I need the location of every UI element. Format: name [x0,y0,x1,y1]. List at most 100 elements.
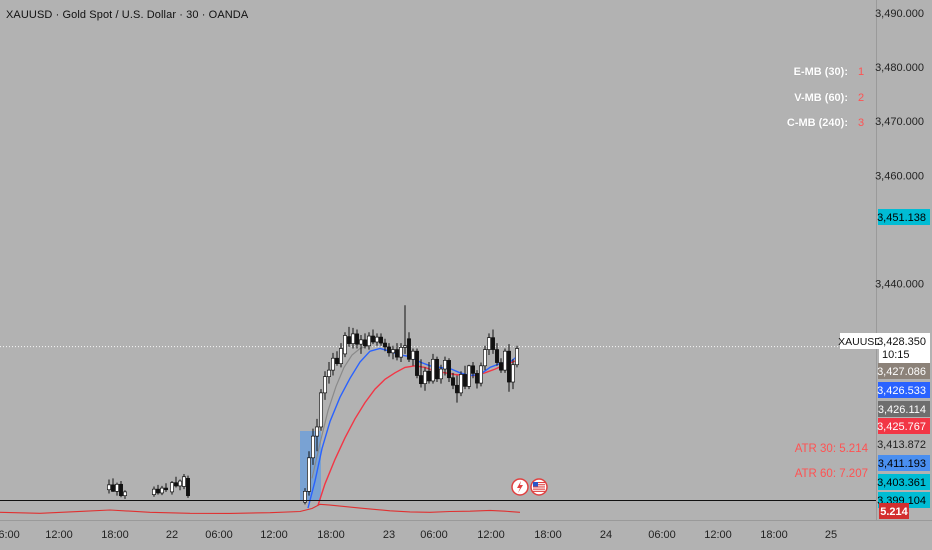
lightning-glyph-icon [517,481,523,493]
flag-stripe [533,488,545,490]
x-tick-label: 12:00 [477,529,505,541]
candle-down [164,487,168,491]
candle-down [347,336,351,344]
x-tick-label: 12:00 [45,529,73,541]
candle-up [459,374,463,394]
ema-gray-line [311,345,369,479]
candle-down [447,360,451,379]
x-tick-label: 18:00 [760,529,788,541]
candle-up [515,348,519,366]
price-badge-label: 3,427.086 [877,366,926,378]
y-tick-label: 3,440.000 [875,279,924,291]
candle-down [419,375,423,385]
candle-up [439,368,443,380]
price-badge-label: 3,413.872 [877,439,926,451]
candle-down [415,350,419,376]
legend-row-vmb: V-MB (60): 2 [787,92,868,118]
symbol-badge-label: XAUUSD [838,336,882,348]
candle-up [399,347,403,358]
candle-down [387,346,391,354]
chart-title: XAUUSD · Gold Spot / U.S. Dollar · 30 · … [6,9,249,21]
price-badge [878,209,930,225]
legend-label: C-MB (240): [786,117,848,129]
candle-up [123,491,127,497]
y-tick-label: 3,490.000 [875,8,924,20]
y-tick-label: 3,460.000 [875,170,924,182]
price-badge-label: 3,403.361 [877,477,926,489]
candle-down [463,374,467,387]
flag-stripe [533,486,545,488]
candle-up [339,348,343,364]
candle-up [115,483,119,492]
candle-up [343,335,347,355]
candle-up [307,457,311,492]
price-badge-label: 3,426.114 [878,404,926,416]
price-badge [878,401,930,417]
candle-down [435,358,439,380]
candle-down [491,337,495,350]
x-tick-label: 06:00 [420,529,448,541]
candle-up [323,376,327,394]
candle-up [423,370,427,385]
candle-up [327,369,331,377]
atr-60-label: ATR 60: 7.207 [794,468,868,480]
legend-value: 1 [858,66,865,78]
candle-down [475,373,479,384]
candle-down [451,377,455,386]
price-badge-label: 3,451.138 [877,212,926,224]
candle-up [443,360,447,370]
candle-up [431,358,435,382]
candle-up [315,426,319,437]
candle-up [479,365,483,384]
candle-down [355,333,359,345]
atr-30-label: ATR 30: 5.214 [794,443,868,455]
atr-badge-label: 5.214 [880,506,908,518]
x-tick-label: 24 [600,529,612,541]
atr-line [0,503,521,514]
candle-down [335,357,339,364]
x-tick-label: 18:00 [534,529,562,541]
candle-down [119,483,123,497]
candle-up [178,480,182,487]
flag-stripe [533,482,545,484]
x-tick-label: 06:00 [648,529,676,541]
candle-down [379,336,383,344]
candle-up [182,476,186,487]
candle-up [375,336,379,343]
candle-up [319,392,323,428]
candle-up [160,487,164,494]
x-tick-label: 12:00 [260,529,288,541]
legend-value: 2 [858,91,865,104]
price-badge-label: 3,425.767 [877,421,926,433]
candle-down [174,482,178,487]
candle-down [407,338,411,360]
candle-up [359,339,363,345]
candle-up [411,350,415,360]
candle-down [507,350,511,383]
candle-up [467,365,471,387]
current-price-badge [879,333,930,363]
atr-badge [879,503,909,519]
candle-up [483,349,487,367]
y-tick-label: 3,480.000 [875,62,924,74]
candle-down [371,335,375,343]
price-badge-label: 3,411.193 [878,458,926,470]
candle-up [303,490,307,503]
symbol-badge [840,333,880,349]
candle-down [383,342,387,348]
price-badge [878,474,930,490]
legend-label: E-MB (30): [793,66,848,78]
price-badge [878,382,930,398]
x-tick-label: 22 [166,529,178,541]
candle-down [471,365,475,374]
candle-down [111,484,115,492]
candle-down [156,488,160,494]
current-price-label: 3,428.350 [877,336,926,348]
legend-label: V-MB (60): [794,91,848,104]
price-badge-label: 3,426.533 [877,385,926,397]
countdown-label: 10:15 [882,349,910,361]
x-tick-label: 25 [825,529,837,541]
candle-up [403,345,407,348]
